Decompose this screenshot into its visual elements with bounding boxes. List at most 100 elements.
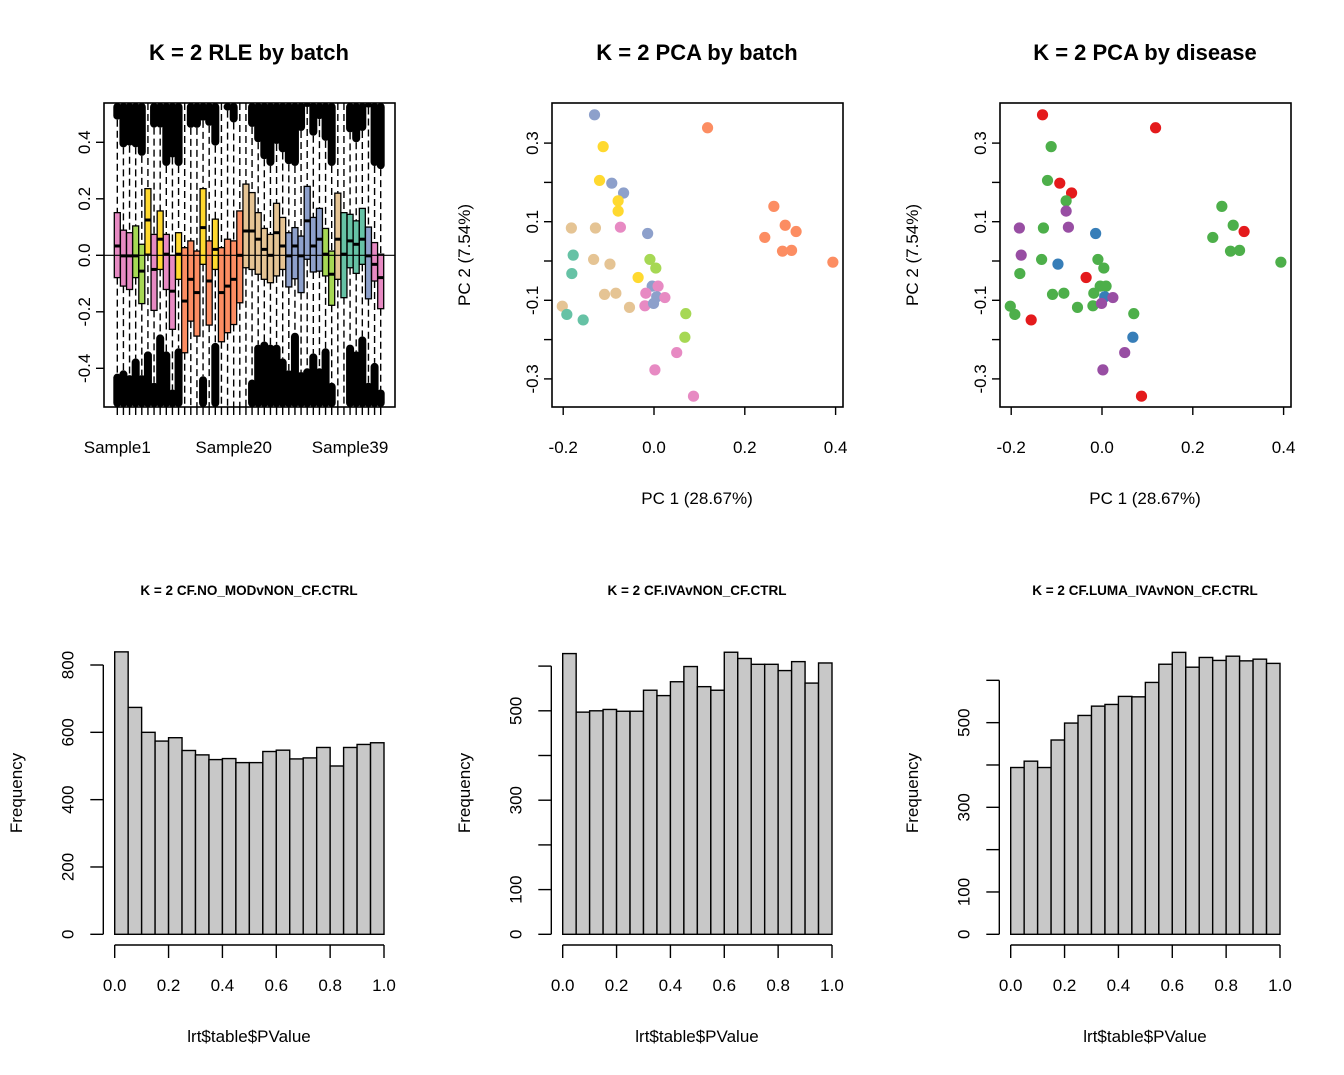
hist-bar: [289, 758, 304, 936]
pca-point: [1013, 222, 1025, 234]
pca-point: [612, 205, 624, 217]
hist-ytick-label: 0: [506, 930, 525, 939]
pca-point: [687, 390, 700, 402]
rle-xtick-label: Sample39: [312, 438, 389, 457]
hist-bar: [790, 660, 806, 936]
rle-box: [266, 233, 275, 284]
hist-bar: [588, 710, 604, 935]
hist-bar: [804, 682, 820, 936]
rle-title: K = 2 RLE by batch: [149, 40, 349, 65]
hist-bar: [302, 757, 318, 936]
rle-outliers-high: [278, 103, 287, 153]
pca-point: [1135, 390, 1148, 402]
rle-box: [162, 233, 170, 291]
rle-outliers-low: [284, 370, 293, 407]
hist-bar: [1036, 766, 1052, 935]
hist-xtick-label: 0.4: [211, 976, 235, 995]
hist-bar: [1063, 722, 1079, 936]
rle-outliers-low: [352, 351, 361, 407]
hist1-axes: 0.0 0.2 0.4 0.6 0.8 1.0 0 200 400 600 800: [58, 651, 396, 995]
pca-point: [1097, 364, 1109, 376]
pca-disease-title: K = 2 PCA by disease: [1033, 40, 1257, 65]
rle-outliers-low: [137, 375, 146, 407]
hist-bar: [1144, 681, 1160, 936]
pca-point: [1087, 300, 1099, 312]
pca-disease-plot-frame: [999, 102, 1292, 408]
rle-outliers-high: [174, 103, 183, 167]
rle-outliers-high: [125, 103, 134, 146]
hist-bar: [1185, 666, 1200, 935]
pca-point: [639, 300, 651, 312]
hist-bar: [1090, 705, 1106, 936]
rle-outliers-high: [358, 103, 367, 131]
pca-point: [1227, 219, 1239, 231]
pca-xtick-label: -0.2: [549, 438, 578, 457]
rle-outliers-low: [254, 344, 263, 407]
pca-point: [779, 219, 791, 231]
rle-outliers-high: [303, 103, 312, 107]
hist-xtick-label: 0.8: [766, 976, 790, 995]
pca-point: [588, 253, 600, 266]
rle-outliers-low: [266, 344, 275, 407]
rle-box: [334, 192, 342, 280]
pca-point: [610, 287, 622, 299]
pca-point: [671, 346, 683, 359]
rle-box: [150, 233, 158, 312]
rle-outliers-low: [272, 344, 281, 407]
rle-outliers-low: [211, 342, 220, 407]
hist-ytick-label: 800: [58, 651, 77, 679]
pca-point: [1275, 256, 1287, 268]
hist-bar: [696, 685, 712, 935]
rle-box: [211, 218, 219, 271]
hist-bar: [737, 657, 752, 935]
pca-batch-xlabel: PC 1 (28.67%): [641, 489, 753, 508]
hist-bar: [167, 737, 183, 936]
hist-bar: [154, 740, 170, 936]
pca-point: [1100, 280, 1112, 292]
rle-box: [230, 240, 238, 326]
pca-point: [642, 227, 654, 240]
rle-outliers-low: [143, 351, 152, 407]
pca-point: [701, 122, 714, 134]
rle-box: [125, 232, 134, 291]
pca-batch-plot-frame: [551, 102, 844, 408]
pca-point: [598, 288, 611, 301]
rle-outliers-low: [309, 353, 318, 407]
rle-outliers-low: [370, 362, 379, 407]
hist-ytick-label: 500: [506, 697, 525, 725]
rle-outliers-low: [321, 348, 330, 407]
rle-box: [174, 232, 183, 280]
pca-point: [680, 308, 692, 320]
rle-box: [217, 247, 226, 343]
hist-ytick-label: 600: [58, 718, 77, 746]
pca-batch-points: [556, 109, 839, 402]
rle-outliers-high: [229, 103, 238, 123]
pca-point: [1095, 297, 1108, 310]
hist-xtick-label: 0.6: [712, 976, 736, 995]
pca-xtick-label: -0.2: [997, 438, 1026, 457]
rle-outliers-high: [223, 103, 232, 111]
rle-outliers-high: [352, 103, 361, 143]
pca-disease-xlabel: PC 1 (28.67%): [1089, 489, 1201, 508]
hist-ytick-label: 0: [954, 930, 973, 939]
hist1-panel: K = 2 CF.NO_MODvNON_CF.CTRL 0.0 0.2 0.4 0.6…: [7, 583, 396, 1046]
hist-bar: [1265, 662, 1281, 935]
hist2-panel: K = 2 CF.IVAvNON_CF.CTRL 0.0 0.2 0.4 0.6 0.8…: [455, 583, 844, 1046]
rle-box: [187, 240, 195, 322]
rle-box: [364, 226, 373, 300]
rle-outliers-high: [260, 103, 269, 160]
hist-bar: [194, 754, 210, 935]
rle-axes: -0.4 -0.2 0.0 0.2 0.4 Sample1 Sample20 Sample39: [75, 130, 388, 457]
pca-ytick-label: 0.1: [523, 210, 542, 234]
rle-outliers-low: [346, 344, 355, 407]
rle-ytick-label: -0.4: [75, 354, 94, 383]
hist-bar: [683, 665, 699, 935]
hist-bar: [642, 689, 658, 935]
hist-xtick-label: 0.6: [264, 976, 288, 995]
hist-bar: [113, 651, 129, 936]
pca-point: [1224, 245, 1237, 257]
pca-xtick-label: 0.4: [1272, 438, 1296, 457]
rle-ytick-label: 0.0: [75, 243, 94, 267]
pca-ytick-label: -0.1: [523, 286, 542, 315]
